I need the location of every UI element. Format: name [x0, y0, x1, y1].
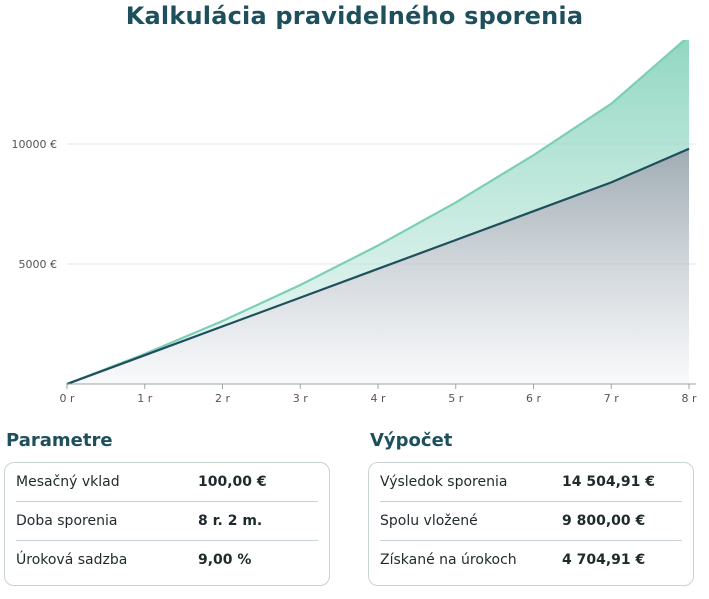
saving-period-value: 8 r. 2 m.	[198, 513, 263, 529]
monthly-deposit-label: Mesačný vklad	[16, 474, 120, 490]
calculation-title: Výpočet	[370, 430, 453, 451]
x-tick-label: 6 r	[526, 392, 541, 405]
x-tick-label: 5 r	[448, 392, 463, 405]
interest-rate-label: Úroková sadzba	[16, 552, 128, 568]
parameters-card: Mesačný vklad 100,00 € Doba sporenia 8 r…	[4, 462, 330, 586]
x-tick-label: 4 r	[370, 392, 385, 405]
page-title: Kalkulácia pravidelného sporenia	[125, 2, 584, 30]
x-tick-label: 2 r	[215, 392, 230, 405]
x-tick-label: 8 r	[681, 392, 696, 405]
x-tick-label: 0 r	[59, 392, 74, 405]
savings-chart: 10000 € 5000 € 0 r 1 r 2 r 3 r 4 r 5 r 6 r 7 r 8 r	[12, 40, 697, 405]
interest-earned-value: 4 704,91 €	[562, 552, 646, 568]
x-tick-label: 1 r	[137, 392, 152, 405]
series-line-deposited	[66, 147, 690, 386]
y-tick-label: 5000 €	[19, 258, 58, 271]
x-tick-label: 7 r	[604, 392, 619, 405]
deposited-label: Spolu vložené	[380, 513, 478, 529]
saving-period-label: Doba sporenia	[16, 513, 118, 529]
x-tick-label: 3 r	[293, 392, 308, 405]
interest-rate-value: 9,00 %	[198, 552, 252, 568]
parameter-row-saving-period: Doba sporenia 8 r. 2 m.	[16, 501, 318, 540]
parameter-row-monthly-deposit: Mesačný vklad 100,00 €	[16, 463, 318, 501]
parameters-title: Parametre	[6, 430, 113, 451]
y-tick-label: 10000 €	[12, 138, 58, 151]
calculation-row-result: Výsledok sporenia 14 504,91 €	[380, 463, 682, 501]
deposit-area	[67, 148, 689, 384]
calculation-card: Výsledok sporenia 14 504,91 € Spolu vlož…	[368, 462, 694, 586]
deposited-value: 9 800,00 €	[562, 513, 646, 529]
series-line-total	[66, 40, 687, 386]
result-value: 14 504,91 €	[562, 474, 655, 490]
monthly-deposit-value: 100,00 €	[198, 474, 267, 490]
parameter-row-interest-rate: Úroková sadzba 9,00 %	[16, 540, 318, 579]
calculation-row-deposited: Spolu vložené 9 800,00 €	[380, 501, 682, 540]
interest-earned-label: Získané na úrokoch	[380, 552, 517, 568]
calculation-row-interest-earned: Získané na úrokoch 4 704,91 €	[380, 540, 682, 579]
result-label: Výsledok sporenia	[380, 474, 508, 490]
